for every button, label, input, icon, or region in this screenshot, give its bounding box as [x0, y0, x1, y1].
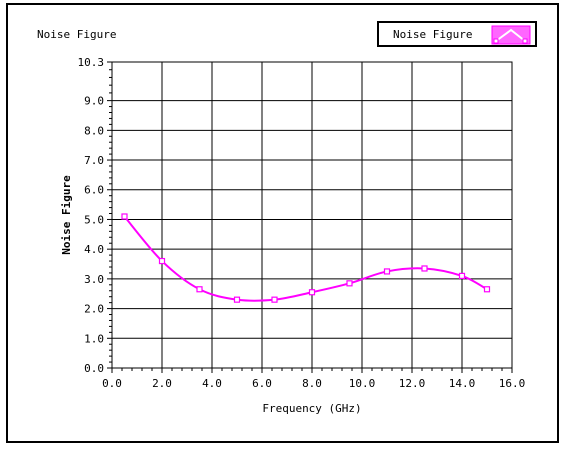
y-tick-label: 6.0 [84, 184, 104, 197]
data-point [271, 296, 278, 303]
y-tick-label: 5.0 [84, 213, 104, 226]
data-point [346, 280, 353, 287]
x-axis-label: Frequency (GHz) [262, 402, 361, 415]
x-tick-label: 0.0 [102, 377, 122, 390]
y-tick-label: 1.0 [84, 332, 104, 345]
data-point [308, 289, 316, 296]
data-point [233, 296, 241, 303]
x-tick-label: 10.0 [349, 377, 376, 390]
y-tick-label: 10.3 [78, 56, 105, 69]
legend-swatch-icon [491, 25, 531, 45]
y-axis-label: Noise Figure [60, 175, 73, 255]
x-tick-label: 8.0 [302, 377, 322, 390]
x-tick-label: 6.0 [252, 377, 272, 390]
y-tick-label: 7.0 [84, 154, 104, 167]
x-tick-label: 14.0 [449, 377, 476, 390]
data-point [158, 257, 166, 265]
y-tick-label: 9.0 [84, 95, 104, 108]
data-point [383, 268, 391, 275]
x-tick-label: 16.0 [499, 377, 526, 390]
y-tick-label: 8.0 [84, 124, 104, 137]
data-point [483, 286, 491, 293]
legend: Noise Figure [377, 21, 537, 47]
y-tick-label: 0.0 [84, 362, 104, 375]
data-point [121, 213, 128, 220]
legend-label: Noise Figure [393, 28, 473, 41]
data-point [458, 272, 466, 280]
data-point [196, 286, 203, 293]
plot-border [111, 61, 513, 369]
x-tick-label: 4.0 [202, 377, 222, 390]
y-tick-label: 3.0 [84, 273, 104, 286]
y-tick-label: 2.0 [84, 303, 104, 316]
x-tick-label: 2.0 [152, 377, 172, 390]
chart-title: Noise Figure [37, 28, 117, 41]
y-tick-label: 4.0 [84, 243, 104, 256]
data-point [421, 265, 428, 272]
x-tick-label: 12.0 [399, 377, 426, 390]
